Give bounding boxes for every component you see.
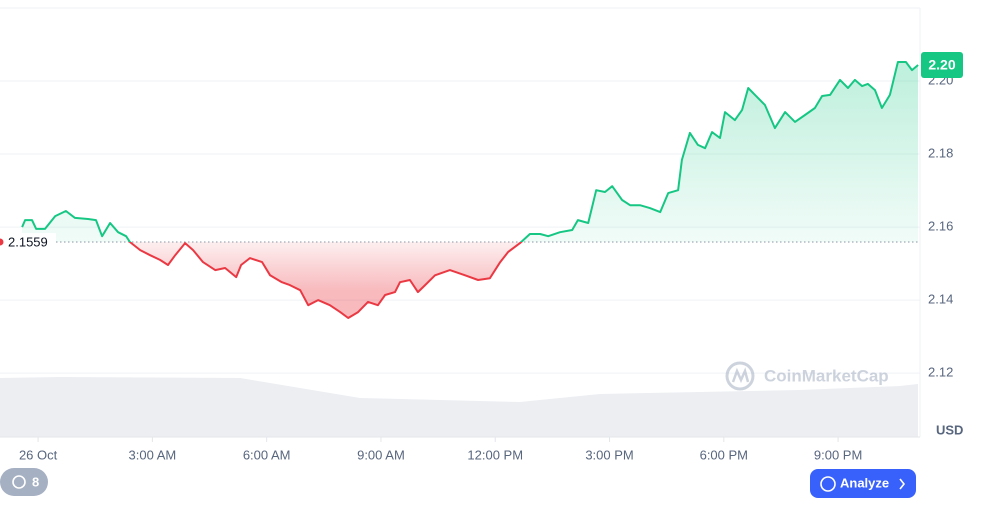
y-tick-label: 2.16 xyxy=(928,219,953,234)
baseline-label-bg xyxy=(4,233,56,252)
x-tick-label: 26 Oct xyxy=(19,447,58,462)
history-count: 8 xyxy=(32,474,39,489)
x-tick-label: 6:00 AM xyxy=(243,447,291,462)
x-tick-label: 3:00 PM xyxy=(585,447,633,462)
x-tick-label: 9:00 AM xyxy=(357,447,405,462)
current-price-badge xyxy=(921,51,963,78)
baseline-dot xyxy=(0,238,4,246)
watermark-text: CoinMarketCap xyxy=(764,366,889,385)
history-button[interactable]: 8 xyxy=(0,468,48,496)
baseline-label: 2.1559 xyxy=(8,234,48,249)
y-tick-label: 2.12 xyxy=(928,365,953,380)
watermark: CoinMarketCap xyxy=(725,361,889,391)
x-tick-label: 6:00 PM xyxy=(700,447,748,462)
x-tick-label: 12:00 PM xyxy=(467,447,523,462)
unit-label: USD xyxy=(936,422,963,437)
analyze-label: Analyze xyxy=(840,475,889,490)
x-tick-label: 3:00 AM xyxy=(129,447,177,462)
price-area xyxy=(22,62,919,318)
volume-area xyxy=(0,377,918,437)
x-tick-label: 9:00 PM xyxy=(814,447,862,462)
price-line xyxy=(21,61,919,319)
y-tick-label: 2.14 xyxy=(928,292,953,307)
y-tick-label: 2.18 xyxy=(928,145,953,160)
current-price-label: 2.20 xyxy=(928,57,955,73)
analyze-button[interactable]: Analyze xyxy=(810,469,916,498)
